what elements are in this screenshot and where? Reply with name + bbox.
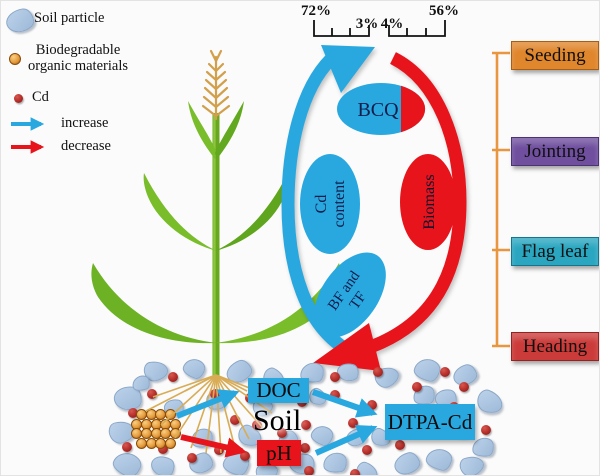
bcq-red-segment: [401, 85, 426, 133]
left-bracket: [313, 20, 370, 37]
decrease-cycle-arrowhead-icon: [313, 323, 381, 371]
biomass-ellipse: [400, 154, 456, 250]
stage-bracket: [492, 51, 510, 348]
percentage-labels: 72% 3% 4% 56%: [301, 3, 459, 32]
right-from-percent: 4%: [381, 16, 404, 32]
leaf: [215, 173, 289, 251]
leaf: [91, 263, 217, 344]
cd-content-ellipse: [300, 154, 360, 254]
leaf: [215, 101, 244, 159]
leaf: [143, 173, 217, 251]
wheat-ear-icon: [201, 49, 231, 121]
leaf: [215, 263, 341, 344]
cd-content-label: Cdcontent: [313, 180, 348, 228]
increase-cycle-arrowhead-icon: [321, 45, 375, 93]
percentage-brackets: [313, 20, 446, 37]
biomass-label: Biomass: [421, 174, 438, 229]
cycle-nodes: BCQ Cdcontent Biomass BF andTF: [300, 83, 456, 338]
bcq-label: BCQ: [357, 99, 399, 121]
plant-illustration: [91, 49, 341, 379]
left-from-percent: 72%: [301, 3, 331, 19]
leaf: [188, 101, 217, 159]
left-to-percent: 3%: [356, 16, 379, 32]
right-bracket: [388, 20, 446, 37]
right-to-percent: 56%: [429, 3, 459, 19]
decrease-cycle-arc: [370, 52, 467, 353]
bf-tf-ellipse: BF andTF: [314, 252, 386, 338]
